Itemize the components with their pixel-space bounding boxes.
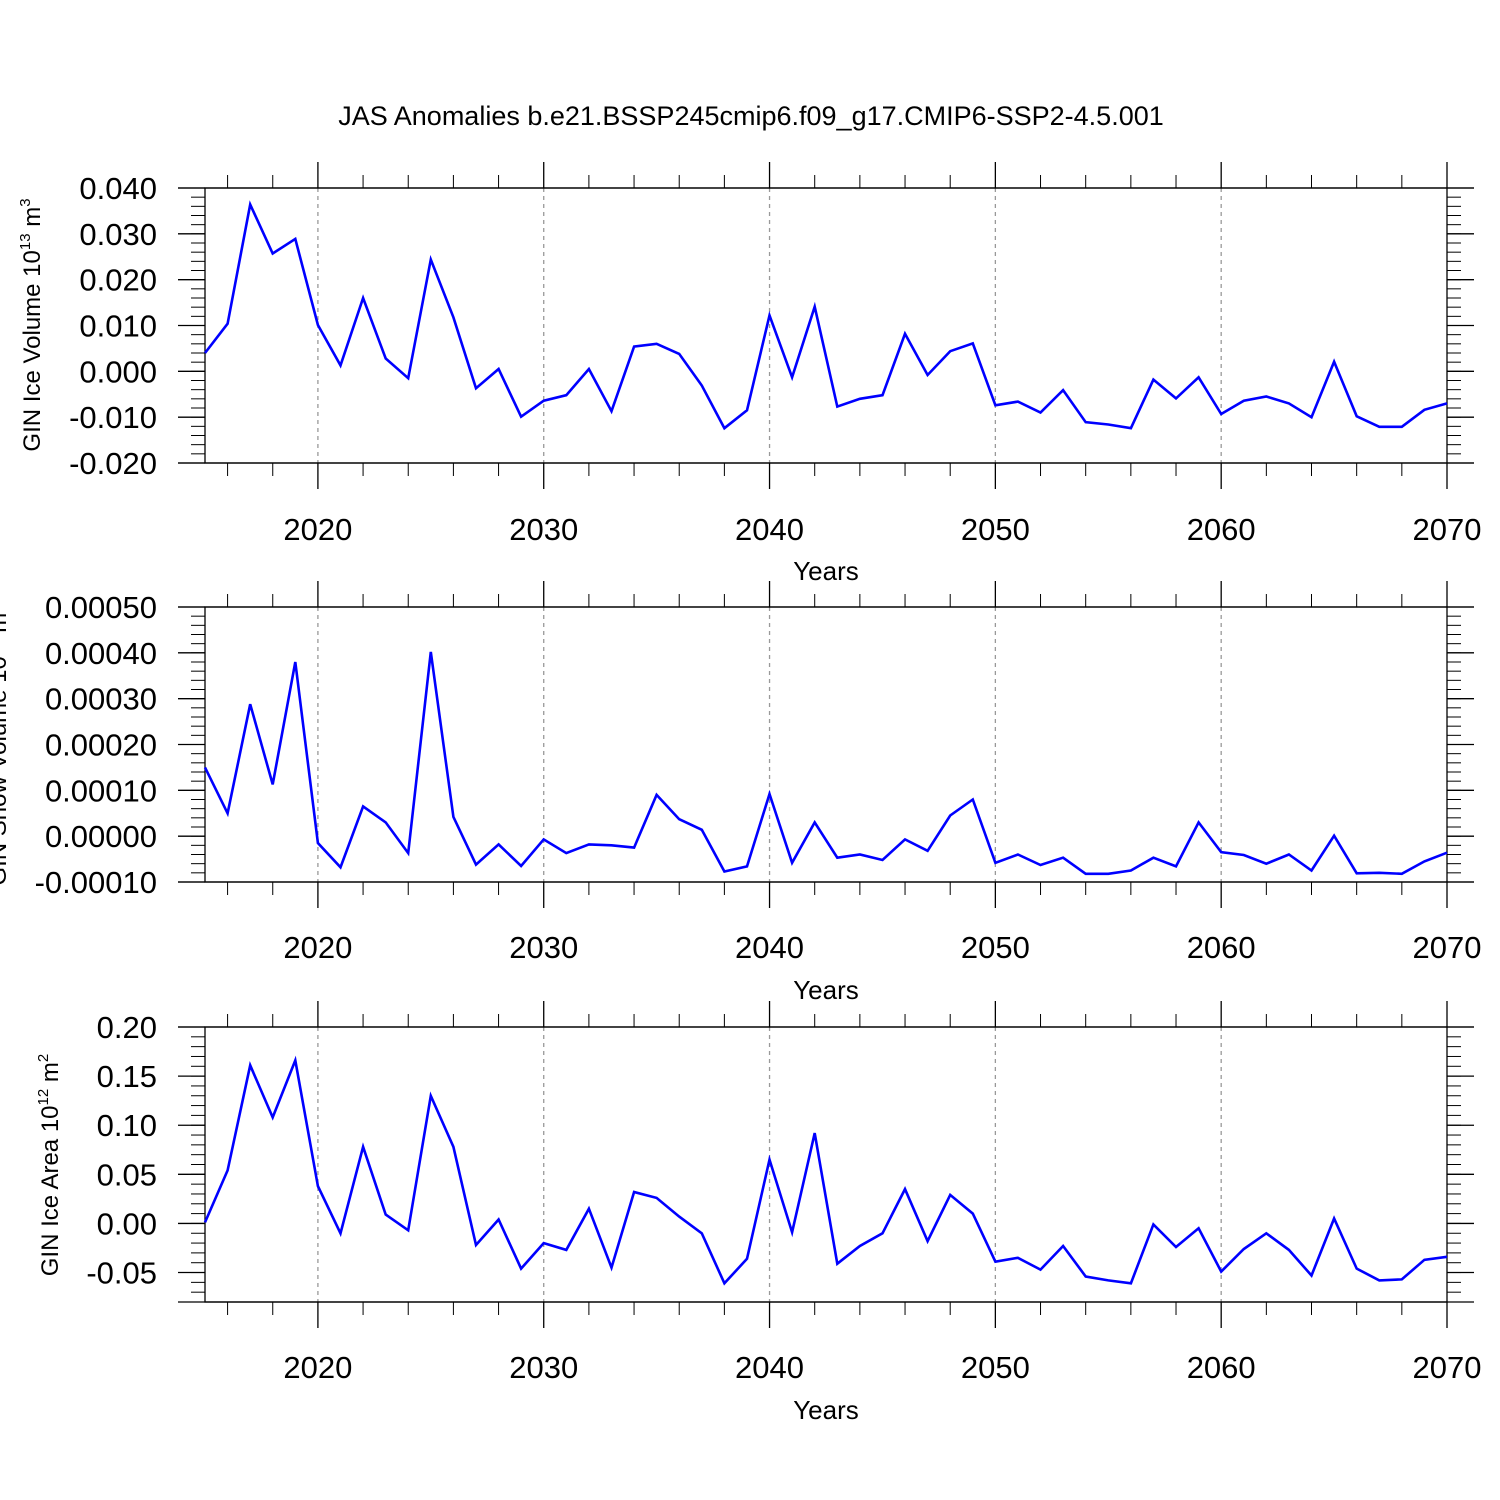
x-tick-label: 2020: [283, 1350, 352, 1385]
x-tick-label: 2030: [509, 512, 578, 547]
ice-volume-panel: -0.020 -0.010 0.000 0.010 0.020 0.030 0.040 202…: [17, 162, 1481, 586]
y-tick-label: 0.00: [97, 1206, 157, 1241]
x-tick-label: 2060: [1187, 930, 1256, 965]
y-tick-label: 0.030: [79, 217, 157, 252]
y-tick-label: 0.00050: [45, 590, 157, 625]
y-tick-label: -0.00010: [35, 865, 157, 900]
y-tick-label: 0.00040: [45, 636, 157, 671]
ice-area-panel: -0.05 0.00 0.05 0.10 0.15 0.20 2020 2030 2040 205…: [35, 1001, 1481, 1425]
y-tick-label: 0.10: [97, 1108, 157, 1143]
y-axis-label: GIN Ice Volume 1013 m3: [17, 198, 46, 451]
y-tick-label: 0.00000: [45, 819, 157, 854]
x-tick-label: 2070: [1413, 1350, 1482, 1385]
x-tick-label: 2060: [1187, 512, 1256, 547]
y-tick-label: -0.010: [69, 400, 157, 435]
y-tick-label: 0.00030: [45, 682, 157, 717]
x-tick-label: 2020: [283, 512, 352, 547]
snow-volume-series-line: [203, 651, 1448, 876]
snow-volume-panel: -0.00010 0.00000 0.00010 0.00020 0.00030 0.00…: [0, 581, 1481, 1005]
ice-volume-series-line: [203, 200, 1448, 431]
y-axis-label: GIN Snow Volume 1013 m3: [0, 604, 12, 885]
x-tick-label: 2040: [735, 512, 804, 547]
y-tick-label: 0.010: [79, 309, 157, 344]
y-tick-label: 0.20: [97, 1010, 157, 1045]
x-axis-label: Years: [793, 556, 859, 586]
x-axis-label: Years: [793, 1395, 859, 1425]
y-axis-label: GIN Ice Area 1012 m2: [35, 1054, 64, 1276]
x-tick-label: 2030: [509, 1350, 578, 1385]
chart-title: JAS Anomalies b.e21.BSSP245cmip6.f09_g17…: [338, 101, 1164, 131]
x-axis-label: Years: [793, 975, 859, 1005]
y-tick-label: 0.020: [79, 263, 157, 298]
x-tick-label: 2050: [961, 1350, 1030, 1385]
x-tick-label: 2060: [1187, 1350, 1256, 1385]
x-tick-label: 2070: [1413, 930, 1482, 965]
ice-area-series-line: [203, 1055, 1448, 1286]
y-tick-label: -0.05: [86, 1256, 157, 1291]
y-tick-label: 0.05: [97, 1157, 157, 1192]
x-tick-label: 2030: [509, 930, 578, 965]
y-tick-label: 0.00010: [45, 773, 157, 808]
y-tick-label: 0.00020: [45, 728, 157, 763]
x-tick-label: 2040: [735, 1350, 804, 1385]
x-tick-label: 2070: [1413, 512, 1482, 547]
x-tick-label: 2040: [735, 930, 804, 965]
y-tick-label: 0.15: [97, 1059, 157, 1094]
y-tick-label: 0.040: [79, 171, 157, 206]
x-tick-label: 2050: [961, 512, 1030, 547]
y-tick-label: -0.020: [69, 446, 157, 481]
y-tick-label: 0.000: [79, 354, 157, 389]
x-tick-label: 2050: [961, 930, 1030, 965]
x-tick-label: 2020: [283, 930, 352, 965]
